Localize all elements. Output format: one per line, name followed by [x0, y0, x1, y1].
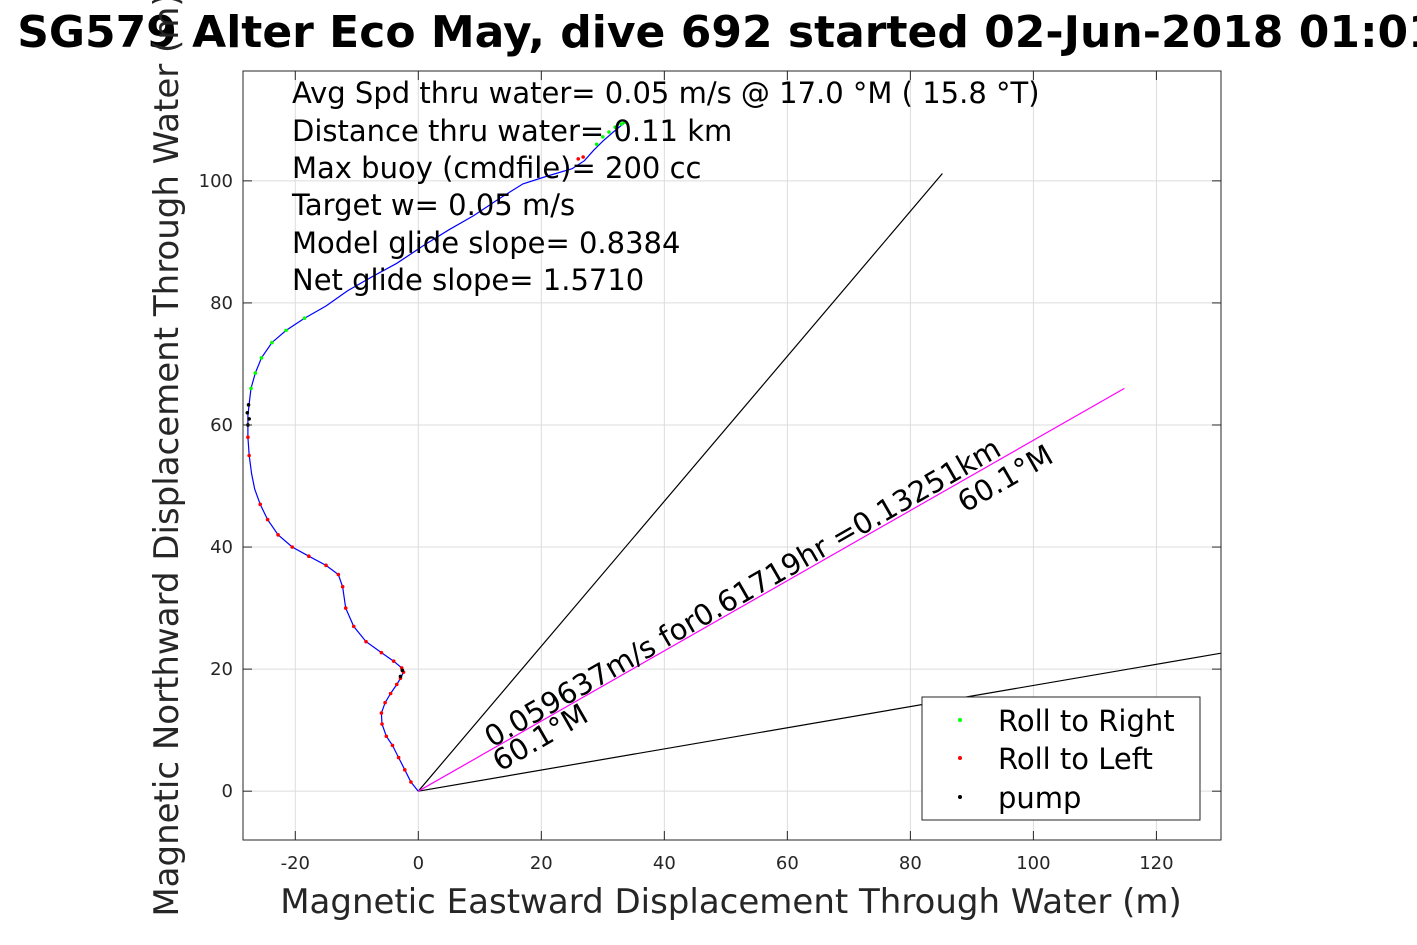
roll-to-left-point [402, 768, 407, 772]
y-tick-label: 0 [222, 781, 233, 802]
pump-point [246, 403, 251, 407]
legend-label-roll-right: Roll to Right [998, 704, 1175, 738]
roll-to-left-point [576, 157, 581, 161]
pump-point [400, 668, 405, 673]
roll-to-left-point [364, 639, 368, 644]
pump-point [247, 417, 251, 421]
y-tick-label: 100 [199, 171, 233, 192]
roll-to-left-point [265, 517, 270, 522]
x-tick-label: -20 [281, 853, 310, 874]
roll-to-left-point [394, 682, 399, 687]
roll-to-left-point [258, 502, 263, 507]
info-avg-speed: Avg Spd thru water= 0.05 m/s @ 17.0 °M (… [292, 76, 1040, 110]
roll-to-left-point [246, 435, 250, 439]
roll-to-left-point [391, 659, 396, 663]
info-box: Avg Spd thru water= 0.05 m/s @ 17.0 °M (… [291, 76, 1040, 297]
roll-to-left-point [290, 545, 295, 549]
reference-line [418, 652, 1221, 792]
roll-to-right-point [253, 371, 258, 375]
legend-box [921, 696, 1201, 821]
roll-to-left-point [409, 780, 413, 784]
roll-to-right-point [594, 142, 599, 147]
roll-to-left-point [351, 624, 356, 629]
roll-to-left-point [384, 734, 389, 739]
x-tick-label: 20 [530, 853, 553, 874]
roll-to-left-point [396, 755, 401, 760]
legend-marker-roll-right [958, 718, 962, 722]
x-tick-label: 60 [776, 853, 799, 874]
roll-to-left-point [340, 584, 345, 589]
roll-to-left-point [343, 606, 348, 610]
legend-label-pump: pump [998, 781, 1081, 815]
roll-to-right-point [249, 386, 253, 391]
x-axis-label: Magnetic Eastward Displacement Through W… [280, 882, 1182, 922]
x-tick-label: 40 [653, 853, 676, 874]
axis-ticks: -20 0 20 40 60 80 100 120 0 20 40 60 80 100 [199, 71, 1221, 874]
roll-to-left-point [324, 563, 328, 568]
roll-to-left-point [383, 700, 387, 705]
roll-to-left-point [276, 533, 280, 537]
info-target-w: Target w= 0.05 m/s [291, 188, 575, 222]
roll-to-left-point [581, 155, 585, 159]
info-model-glide-slope: Model glide slope= 0.8384 [292, 226, 680, 260]
chart-title: SG579 Alter Eco May, dive 692 started 02… [17, 7, 1417, 58]
roll-to-left-point [247, 453, 251, 458]
x-tick-label: 120 [1139, 853, 1173, 874]
y-tick-label: 40 [210, 537, 233, 558]
roll-to-left-point [379, 650, 384, 655]
roll-to-left-point [390, 743, 395, 748]
roll-to-right-point [622, 120, 627, 125]
y-tick-label: 20 [210, 659, 233, 680]
roll-to-left-point [307, 554, 311, 559]
roll-to-right-point [284, 328, 288, 333]
roll-to-left-point [379, 711, 384, 715]
roll-to-left-point [388, 691, 393, 696]
info-net-glide-slope: Net glide slope= 1.5710 [292, 263, 644, 297]
info-max-buoy: Max buoy (cmdfile)= 200 cc [292, 151, 701, 185]
data-layer [245, 120, 1221, 792]
legend-label-roll-left: Roll to Left [998, 742, 1153, 776]
pump-point [398, 674, 403, 679]
y-tick-label: 80 [210, 293, 233, 314]
legend-marker-roll-left [958, 756, 962, 760]
reference-line [418, 387, 1125, 792]
y-axis-label: Magnetic Northward Displacement Through … [147, 0, 187, 917]
y-tick-label: 60 [210, 415, 233, 436]
roll-to-left-point [380, 722, 384, 726]
plot-area-frame [242, 70, 1222, 841]
roll-to-left-point [336, 572, 341, 577]
x-tick-label: 100 [1016, 853, 1050, 874]
roll-to-right-point [270, 340, 274, 345]
roll-to-right-point [259, 356, 264, 360]
x-tick-label: 80 [899, 853, 922, 874]
legend-marker-pump [958, 795, 962, 799]
roll-to-right-point [619, 122, 624, 126]
roll-to-right-point [302, 316, 307, 320]
x-tick-label: 0 [413, 853, 424, 874]
grid-lines [243, 71, 1221, 840]
pump-point [245, 410, 250, 415]
info-distance: Distance thru water= 0.11 km [292, 114, 732, 148]
roll-to-right-point [613, 125, 617, 129]
roll-to-right-point [601, 135, 605, 139]
roll-to-right-point [607, 130, 611, 134]
reference-line [417, 173, 943, 792]
legend: Roll to Right Roll to Left pump [921, 696, 1201, 821]
